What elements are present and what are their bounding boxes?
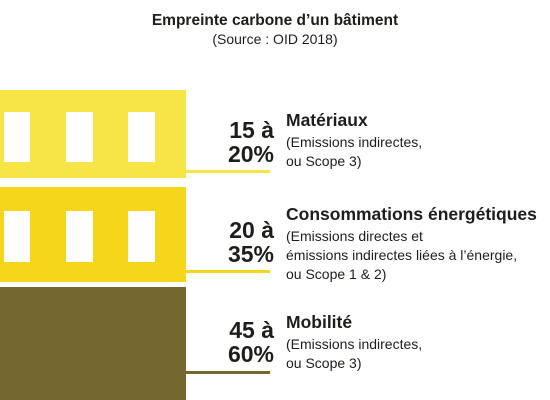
desc-line: (Emissions indirectes, [286,336,423,352]
desc-line: ou Scope 1 & 2) [286,266,387,282]
percentage-line: 35% [227,241,274,267]
diagram-title: Empreinte carbone d’un bâtiment [151,12,399,29]
building-window [128,112,155,162]
category-name-mobilite: Mobilité [286,312,353,332]
building-window [128,211,155,262]
building-window [4,211,30,262]
desc-line: ou Scope 3) [286,153,362,169]
category-desc-mobilite: (Emissions indirectes, ou Scope 3) [286,335,422,373]
leader-line-energie [186,270,270,273]
desc-line: (Emissions indirectes, [286,134,423,150]
leader-line-mobilite [186,371,270,374]
percentage-mobilite: 45 à 60% [194,318,274,366]
building-window [66,112,93,162]
building-band-materiaux [0,90,186,178]
desc-line: émissions indirectes liées à l’énergie, [286,247,518,263]
diagram-subtitle: (Source : OID 2018) [212,31,338,47]
percentage-line: 20 à [229,217,274,243]
category-name-energie: Consommations énergétiques [286,204,537,224]
building-band-energie [0,187,186,282]
percentage-energie: 20 à 35% [194,218,274,266]
category-desc-materiaux: (Emissions indirectes, ou Scope 3) [286,133,422,171]
percentage-line: 15 à [229,117,274,143]
category-desc-energie: (Emissions directes et émissions indirec… [286,227,517,284]
percentage-line: 60% [227,341,274,367]
percentage-line: 20% [227,141,274,167]
percentage-line: 45 à [229,317,274,343]
percentage-materiaux: 15 à 20% [194,118,274,166]
category-name-materiaux: Matériaux [286,110,368,130]
desc-line: (Emissions directes et [286,228,423,244]
building-band-mobilite [0,287,186,400]
leader-line-materiaux [186,170,270,173]
building-window [66,211,93,262]
desc-line: ou Scope 3) [286,355,362,371]
building-window [4,112,30,162]
